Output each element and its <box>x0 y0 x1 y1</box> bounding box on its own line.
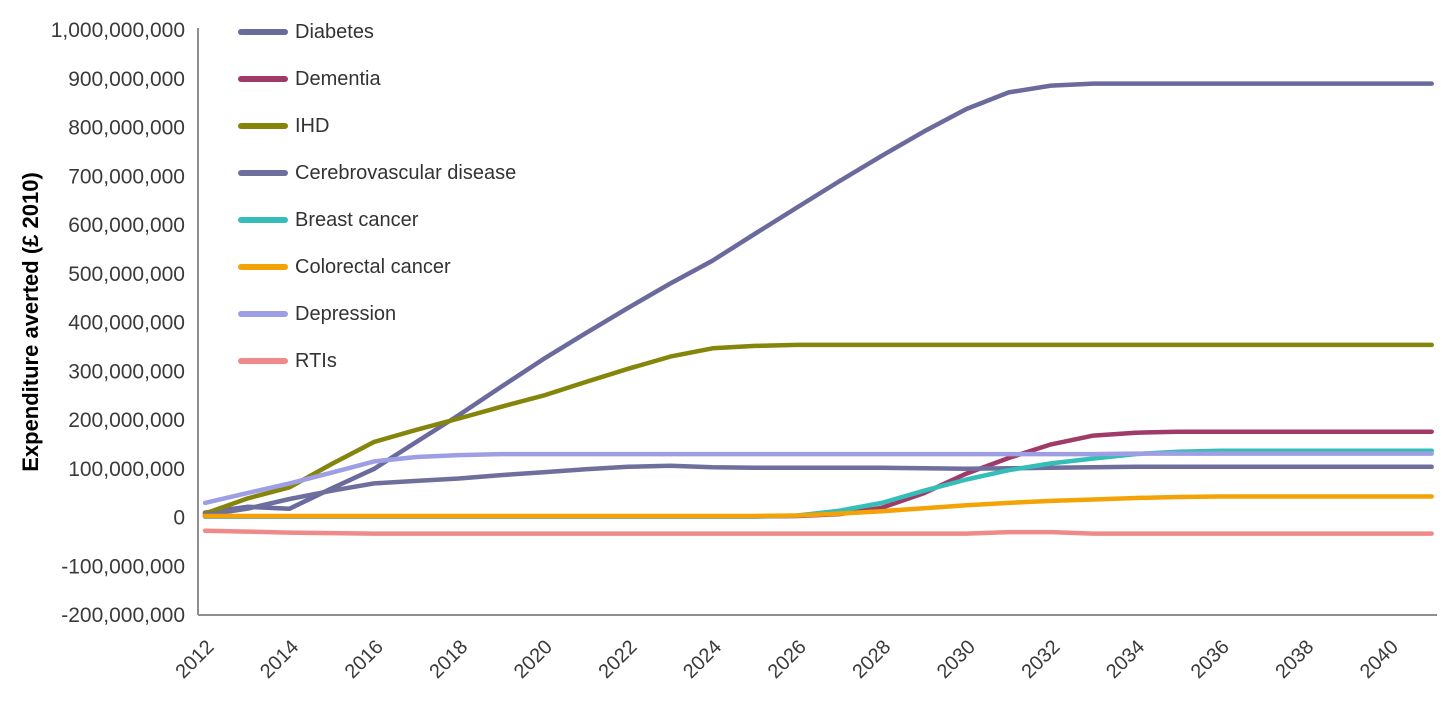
x-tick-label: 2022 <box>595 636 642 683</box>
legend-swatch-dementia <box>238 75 288 82</box>
y-tick-label: 200,000,000 <box>68 409 185 432</box>
legend-swatch-rtis <box>238 357 288 364</box>
legend-label-diabetes: Diabetes <box>295 20 374 43</box>
legend-label-cerebrovascular-disease: Cerebrovascular disease <box>295 161 517 184</box>
x-tick-label: 2016 <box>341 636 388 683</box>
legend-item-breast-cancer: Breast cancer <box>238 196 516 243</box>
series-line-rtis <box>202 528 1434 536</box>
y-tick-label: 300,000,000 <box>68 360 185 383</box>
series-line-dementia <box>202 429 1434 519</box>
legend-label-colorectal-cancer: Colorectal cancer <box>295 255 451 278</box>
x-tick-label: 2038 <box>1271 636 1318 683</box>
legend-item-cerebrovascular-disease: Cerebrovascular disease <box>238 149 516 196</box>
series-line-ihd <box>202 342 1434 516</box>
y-tick-label: 800,000,000 <box>68 117 185 140</box>
series-line-colorectal-cancer <box>202 494 1434 519</box>
legend-swatch-ihd <box>238 122 288 129</box>
x-tick-label: 2026 <box>764 636 811 683</box>
y-tick-label: 600,000,000 <box>68 214 185 237</box>
y-tick-label: 700,000,000 <box>68 165 185 188</box>
y-tick-label: 900,000,000 <box>68 68 185 91</box>
x-tick-label: 2018 <box>425 636 472 683</box>
legend-item-dementia: Dementia <box>238 55 516 102</box>
x-tick-label: 2028 <box>848 636 895 683</box>
legend-swatch-diabetes <box>238 28 288 35</box>
x-tick-label: 2024 <box>679 636 726 683</box>
x-tick-label: 2014 <box>256 636 303 683</box>
legend-item-colorectal-cancer: Colorectal cancer <box>238 243 516 290</box>
legend-label-dementia: Dementia <box>295 67 381 90</box>
x-tick-label: 2032 <box>1018 636 1065 683</box>
y-axis-title: Expenditure averted (£ 2010) <box>18 172 43 472</box>
legend-item-rtis: RTIs <box>238 337 516 384</box>
series-line-cerebrovascular-disease <box>202 463 1434 518</box>
x-tick-label: 2012 <box>172 636 219 683</box>
legend-label-depression: Depression <box>295 302 397 325</box>
legend-item-ihd: IHD <box>238 102 516 149</box>
legend-swatch-breast-cancer <box>238 216 288 223</box>
legend-label-rtis: RTIs <box>295 349 337 372</box>
legend-item-depression: Depression <box>238 290 516 337</box>
legend-item-diabetes: Diabetes <box>238 8 516 55</box>
chart-legend: Diabetes Dementia IHD Cerebrovascular disea… <box>238 8 516 384</box>
series-line-diabetes <box>202 81 1434 515</box>
y-tick-label: 0 <box>173 507 185 530</box>
legend-swatch-colorectal-cancer <box>238 263 288 270</box>
y-tick-label: 100,000,000 <box>68 458 185 481</box>
y-tick-label: -200,000,000 <box>61 604 185 627</box>
y-tick-label: 500,000,000 <box>68 263 185 286</box>
y-tick-label: -100,000,000 <box>61 555 185 578</box>
x-tick-label: 2020 <box>510 636 557 683</box>
x-tick-label: 2040 <box>1356 636 1403 683</box>
legend-swatch-depression <box>238 310 288 317</box>
legend-label-breast-cancer: Breast cancer <box>295 208 419 231</box>
legend-label-ihd: IHD <box>295 114 330 137</box>
y-tick-label: 400,000,000 <box>68 312 185 335</box>
x-tick-label: 2036 <box>1187 636 1234 683</box>
series-line-depression <box>202 451 1434 506</box>
y-tick-label: 1,000,000,000 <box>51 19 185 42</box>
x-tick-label: 2034 <box>1102 636 1149 683</box>
legend-swatch-cerebrovascular-disease <box>238 169 288 176</box>
x-tick-label: 2030 <box>933 636 980 683</box>
